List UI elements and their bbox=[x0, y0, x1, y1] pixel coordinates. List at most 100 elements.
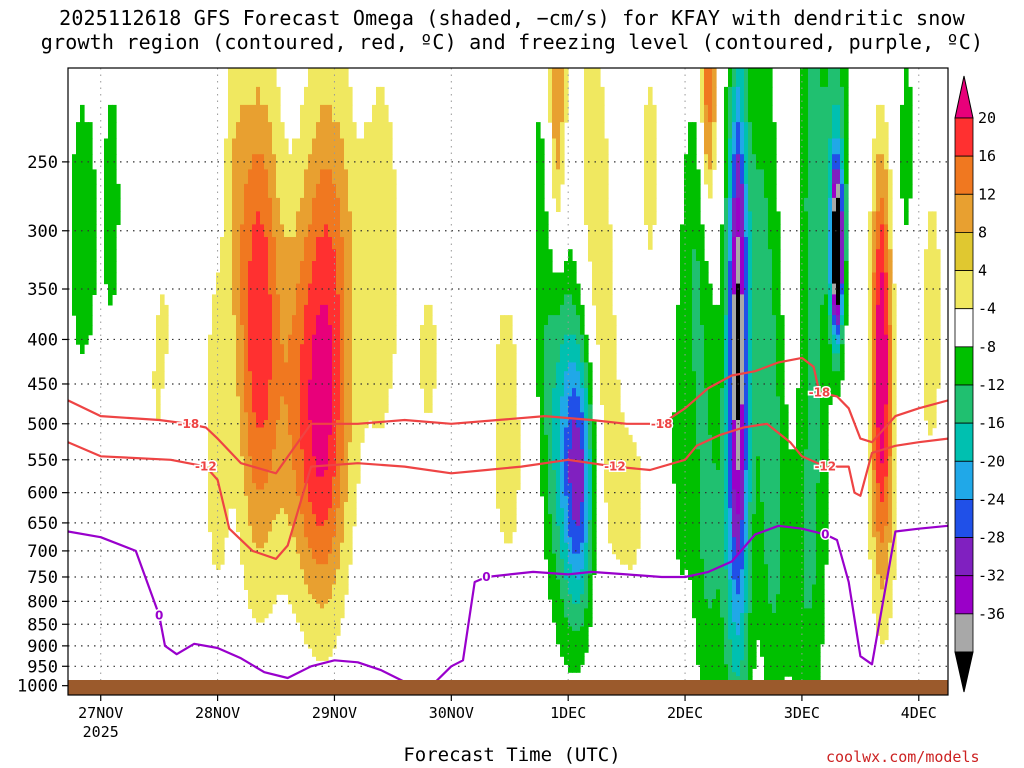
omega-cell bbox=[732, 579, 737, 586]
omega-cell bbox=[548, 508, 553, 515]
omega-cell bbox=[544, 531, 549, 538]
omega-cell bbox=[240, 315, 245, 326]
omega-cell bbox=[108, 283, 113, 295]
omega-cell bbox=[556, 272, 561, 285]
omega-cell bbox=[728, 548, 733, 555]
omega-cell bbox=[324, 272, 329, 285]
omega-cell bbox=[256, 104, 261, 123]
omega-cell bbox=[680, 388, 685, 397]
omega-cell bbox=[736, 434, 741, 443]
omega-cell bbox=[728, 589, 733, 595]
omega-cell bbox=[728, 639, 733, 645]
omega-cell bbox=[256, 537, 261, 544]
omega-cell bbox=[632, 502, 637, 509]
omega-cell bbox=[300, 325, 305, 336]
omega-cell bbox=[712, 558, 717, 565]
omega-cell bbox=[308, 237, 313, 250]
omega-cell bbox=[312, 371, 317, 381]
omega-cell bbox=[512, 427, 517, 436]
omega-cell bbox=[388, 353, 393, 363]
omega-cell bbox=[540, 344, 545, 354]
omega-cell bbox=[248, 514, 253, 521]
omega-cell bbox=[220, 548, 225, 555]
omega-cell bbox=[260, 325, 265, 336]
omega-cell bbox=[312, 613, 317, 619]
omega-cell bbox=[260, 353, 265, 363]
omega-cell bbox=[568, 483, 573, 491]
omega-cell bbox=[328, 648, 333, 653]
omega-cell bbox=[252, 508, 257, 515]
omega-cell bbox=[212, 558, 217, 565]
omega-cell bbox=[304, 334, 309, 345]
omega-cell bbox=[280, 542, 285, 549]
omega-cell bbox=[716, 626, 721, 632]
omega-cell bbox=[268, 344, 273, 354]
omega-cell bbox=[220, 272, 225, 285]
omega-cell bbox=[248, 272, 253, 285]
omega-cell bbox=[696, 396, 701, 405]
omega-cell bbox=[316, 599, 321, 605]
omega-cell bbox=[316, 564, 321, 570]
omega-cell bbox=[316, 470, 321, 478]
omega-cell bbox=[596, 68, 601, 88]
omega-cell bbox=[316, 626, 321, 632]
omega-cell bbox=[280, 589, 285, 595]
omega-cell bbox=[560, 579, 565, 586]
omega-cell bbox=[716, 463, 721, 471]
omega-cell bbox=[252, 456, 257, 464]
omega-cell bbox=[320, 508, 325, 515]
omega-cell bbox=[356, 138, 361, 155]
omega-cell bbox=[732, 608, 737, 614]
omega-cell bbox=[236, 476, 241, 484]
omega-cell bbox=[696, 420, 701, 429]
omega-cell bbox=[304, 599, 309, 605]
omega-cell bbox=[336, 86, 341, 106]
omega-cell bbox=[296, 379, 301, 389]
omega-cell bbox=[680, 325, 685, 336]
omega-cell bbox=[736, 371, 741, 381]
omega-cell bbox=[712, 344, 717, 354]
omega-cell bbox=[696, 548, 701, 555]
omega-cell bbox=[308, 502, 313, 509]
omega-cell bbox=[560, 325, 565, 336]
omega-cell bbox=[76, 249, 81, 262]
omega-cell bbox=[240, 334, 245, 345]
omega-cell bbox=[304, 412, 309, 421]
omega-cell bbox=[260, 138, 265, 155]
omega-cell bbox=[700, 608, 705, 614]
omega-cell bbox=[632, 542, 637, 549]
omega-cell bbox=[336, 325, 341, 336]
omega-cell bbox=[240, 542, 245, 549]
omega-cell bbox=[232, 169, 237, 185]
omega-cell bbox=[108, 169, 113, 185]
omega-cell bbox=[552, 404, 557, 413]
omega-cell bbox=[636, 476, 641, 484]
omega-cell bbox=[232, 224, 237, 238]
omega-cell bbox=[688, 353, 693, 363]
omega-cell bbox=[700, 664, 705, 669]
omega-cell bbox=[308, 608, 313, 614]
omega-cell bbox=[296, 325, 301, 336]
omega-cell bbox=[312, 412, 317, 421]
omega-cell bbox=[712, 514, 717, 521]
omega-cell bbox=[712, 334, 717, 345]
omega-cell bbox=[544, 362, 549, 372]
omega-cell bbox=[236, 362, 241, 372]
omega-cell bbox=[564, 531, 569, 538]
omega-cell bbox=[572, 626, 577, 632]
omega-cell bbox=[368, 371, 373, 381]
omega-cell bbox=[308, 404, 313, 413]
omega-cell bbox=[252, 86, 257, 106]
omega-cell bbox=[284, 569, 289, 575]
omega-cell bbox=[428, 371, 433, 381]
omega-cell bbox=[276, 396, 281, 405]
omega-cell bbox=[268, 589, 273, 595]
omega-cell bbox=[552, 304, 557, 316]
omega-cell bbox=[684, 197, 689, 212]
omega-cell bbox=[308, 495, 313, 503]
omega-cell bbox=[732, 86, 737, 106]
omega-cell bbox=[344, 531, 349, 538]
omega-cell bbox=[576, 404, 581, 413]
omega-cell bbox=[704, 579, 709, 586]
omega-cell bbox=[340, 476, 345, 484]
